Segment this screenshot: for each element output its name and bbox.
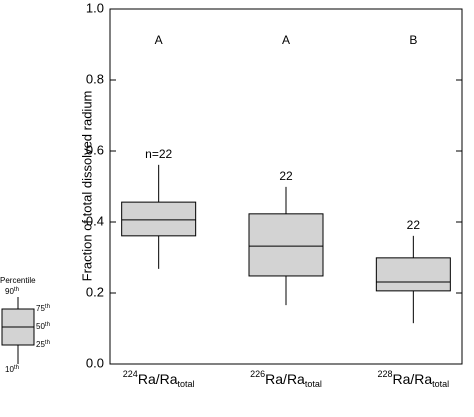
x-tick-label: 224Ra/Ratotal: [123, 369, 195, 389]
x-tick-label: 226Ra/Ratotal: [250, 369, 322, 389]
x-label-sub: total: [432, 379, 449, 389]
legend-suffix: th: [14, 365, 19, 371]
legend-entry: 10th: [5, 365, 19, 375]
y-tick-label: 0.8: [86, 71, 104, 86]
x-label-sup: 226: [250, 369, 265, 379]
box: [375, 257, 451, 292]
x-tick-label: 228Ra/Ratotal: [377, 369, 449, 389]
legend-entry: 90th: [5, 287, 19, 297]
y-tick-label: 0.6: [86, 142, 104, 157]
x-label-sup: 228: [377, 369, 392, 379]
n-label: n=22: [145, 147, 172, 161]
legend-entry: 50th: [36, 322, 50, 332]
legend-suffix: th: [45, 322, 50, 328]
legend-number: 10: [5, 365, 14, 374]
legend-number: 90: [5, 287, 14, 296]
legend-suffix: th: [45, 340, 50, 346]
legend-suffix: th: [45, 304, 50, 310]
legend-entry: 75th: [36, 304, 50, 314]
n-label: 22: [407, 218, 421, 232]
y-axis-label: Fraction of total dissolved radium: [79, 91, 94, 282]
box: [121, 201, 197, 237]
y-tick-label: 1.0: [86, 0, 104, 15]
legend-number: 50: [36, 322, 45, 331]
legend-number: 75: [36, 304, 45, 313]
y-tick-label: 0.2: [86, 284, 104, 299]
x-label-main: Ra/Ra: [265, 371, 305, 387]
legend-number: 25: [36, 340, 45, 349]
legend-title: Percentile: [0, 276, 36, 285]
legend-entry: 25th: [36, 340, 50, 350]
y-tick-label: 0.4: [86, 213, 104, 228]
box: [248, 213, 324, 277]
y-tick-label: 0.0: [86, 355, 104, 370]
x-label-sub: total: [305, 379, 322, 389]
x-label-sub: total: [178, 379, 195, 389]
x-label-sup: 224: [123, 369, 138, 379]
group-label: B: [409, 33, 417, 47]
legend-suffix: th: [14, 287, 19, 293]
x-label-main: Ra/Ra: [138, 371, 178, 387]
x-label-main: Ra/Ra: [392, 371, 432, 387]
n-label: 22: [279, 169, 293, 183]
group-label: A: [155, 33, 163, 47]
group-label: A: [282, 33, 290, 47]
plot-frame: [109, 8, 463, 365]
